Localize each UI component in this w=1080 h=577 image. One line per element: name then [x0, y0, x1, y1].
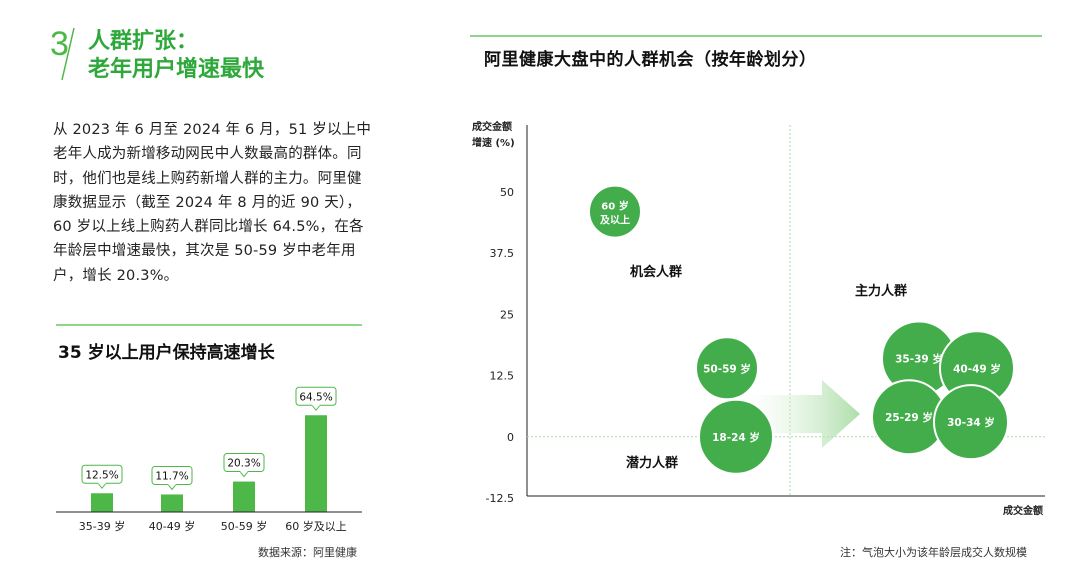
value-label: 64.5% [299, 391, 332, 403]
y-tick-label: -12.5 [486, 492, 514, 505]
bar-chart: 12.5% 35-39 岁 11.7% 40-49 岁 20.3% 50-59 岁 64.5… [56, 386, 362, 533]
category-label: 50-59 岁 [221, 519, 267, 533]
bubble-label: 60 岁 [601, 200, 628, 213]
growth-arrow-icon [752, 380, 860, 448]
value-label: 20.3% [227, 458, 260, 470]
value-label-pointer [239, 471, 249, 478]
y-tick-label: 0 [507, 431, 514, 444]
bubble-label: 50-59 岁 [703, 362, 751, 375]
intro-paragraph: 从 2023 年 6 月至 2024 年 6 月，51 岁以上中老年人成为新增移… [53, 122, 372, 284]
bubble-chart: 成交金额 增速 (%) 50 37.5 25 12.5 0 -12.5 机会人群 主力人群… [472, 120, 1045, 517]
bar [161, 494, 183, 512]
left-chart-title: 35 岁以上用户保持高速增长 [58, 343, 275, 363]
section-number: 3 [50, 25, 69, 63]
category-label: 35-39 岁 [79, 519, 125, 533]
bubble-label: 35-39 岁 [895, 352, 943, 365]
bar [233, 481, 255, 512]
bar [91, 493, 113, 512]
y-tick-label: 50 [500, 186, 514, 199]
data-source: 数据来源：阿里健康 [258, 546, 357, 559]
value-label-pointer [167, 484, 177, 491]
bubble [698, 398, 774, 475]
right-chart-title: 阿里健康大盘中的人群机会（按年龄划分） [484, 50, 817, 70]
bubble [588, 184, 642, 239]
bubble [695, 336, 759, 401]
value-label-pointer [311, 404, 321, 412]
bubble-size-note: 注：气泡大小为该年龄层成交人数规模 [840, 546, 1027, 559]
section-title-line2: 老年用户增速最快 [88, 57, 265, 82]
quadrant-label-opportunity: 机会人群 [630, 264, 682, 280]
y-axis-label-line2: 增速 (%) [472, 136, 515, 149]
bubble-label: 25-29 岁 [885, 411, 933, 424]
y-tick-label: 37.5 [490, 247, 515, 260]
value-label: 12.5% [85, 469, 118, 481]
right-chart-top-rule [470, 35, 1042, 37]
bubble-label: 及以上 [600, 214, 630, 227]
bubble-label: 18-24 岁 [712, 431, 760, 444]
quadrant-label-main: 主力人群 [855, 283, 907, 299]
value-label-pointer [97, 482, 107, 490]
section-divider [61, 27, 75, 81]
bubble-label: 30-34 岁 [947, 416, 995, 429]
y-tick-label: 25 [500, 308, 514, 321]
bubble [933, 384, 1009, 461]
y-tick-label: 12.5 [490, 370, 515, 383]
bar [305, 415, 327, 512]
value-label: 11.7% [155, 470, 188, 482]
x-axis-label: 成交金额 [1003, 504, 1043, 517]
category-label: 60 岁及以上 [285, 519, 347, 533]
bubble-label: 40-49 岁 [953, 362, 1001, 375]
section-title-line1: 人群扩张： [88, 29, 199, 54]
quadrant-label-potential: 潜力人群 [626, 455, 678, 471]
y-axis-label-line1: 成交金额 [472, 120, 512, 133]
left-chart-top-rule [56, 324, 362, 326]
category-label: 40-49 岁 [149, 519, 195, 533]
